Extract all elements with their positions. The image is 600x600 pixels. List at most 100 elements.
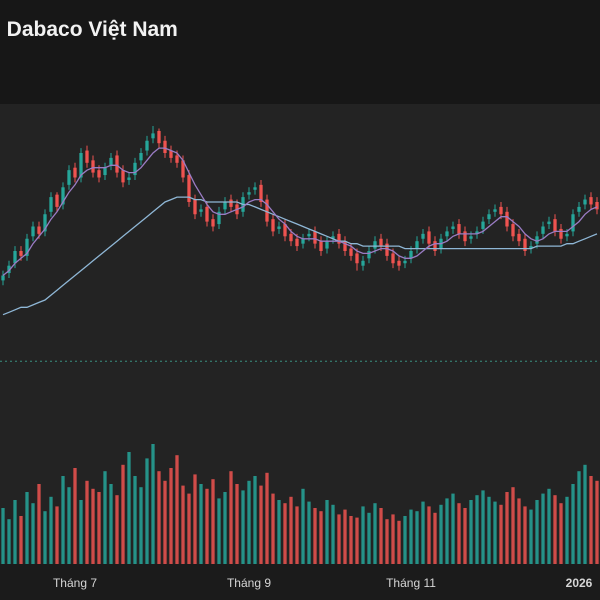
volume-bar xyxy=(385,519,389,564)
volume-bar xyxy=(355,517,359,564)
x-tick-label: Tháng 7 xyxy=(52,576,98,590)
volume-bar xyxy=(169,468,173,564)
candle-body xyxy=(97,170,101,178)
candle-body xyxy=(91,160,95,173)
candle-body xyxy=(43,214,47,232)
candle-body xyxy=(367,251,371,259)
candle-body xyxy=(313,231,317,244)
volume-bar xyxy=(73,468,77,564)
candle-body xyxy=(271,219,275,232)
candle-body xyxy=(25,238,29,256)
candle-body xyxy=(193,199,197,215)
candle-body xyxy=(211,219,215,227)
x-axis: Tháng 7 Tháng 9 Tháng 11 2026 xyxy=(0,564,600,600)
volume-bar xyxy=(547,488,551,564)
volume-bar xyxy=(517,498,521,564)
candle-body xyxy=(157,130,161,144)
volume-bar xyxy=(193,474,197,564)
candle-body xyxy=(133,162,137,176)
volume-bar xyxy=(487,496,491,564)
volume-bar xyxy=(337,514,341,564)
candle-body xyxy=(343,241,347,251)
candle-body xyxy=(553,219,557,232)
candle-body xyxy=(319,241,323,251)
candle-body xyxy=(457,224,461,234)
candle-body xyxy=(283,224,287,237)
volume-bar xyxy=(211,479,215,564)
candle-body xyxy=(433,241,437,251)
volume-bar xyxy=(559,503,563,564)
volume-bar xyxy=(553,495,557,564)
candle-body xyxy=(169,150,173,158)
volume-bar xyxy=(37,484,41,564)
candle-body xyxy=(121,170,125,183)
candle-body xyxy=(415,241,419,249)
chart-header: n Dabaco Việt Nam xyxy=(0,0,600,104)
volume-bar xyxy=(493,501,497,564)
candle-body xyxy=(151,133,155,139)
volume-bar xyxy=(175,455,179,564)
candle-body xyxy=(109,157,113,166)
volume-bar xyxy=(235,484,239,564)
candle-body xyxy=(181,160,185,178)
candle-body xyxy=(55,194,59,207)
candle-body xyxy=(475,231,479,234)
volume-bar xyxy=(187,493,191,564)
volume-bar xyxy=(349,516,353,564)
volume-bar xyxy=(343,509,347,564)
candle-body xyxy=(487,214,491,220)
volume-bar xyxy=(313,508,317,564)
volume-bar xyxy=(421,501,425,564)
candle-body xyxy=(391,253,395,264)
volume-bar xyxy=(469,500,473,564)
volume-bar xyxy=(265,472,269,564)
candle-body xyxy=(175,155,179,163)
volume-bar xyxy=(409,509,413,564)
chart-plot-area[interactable] xyxy=(0,104,600,564)
candle-body xyxy=(73,167,77,178)
candle-body xyxy=(571,214,575,232)
candle-body xyxy=(517,233,521,242)
volume-bar xyxy=(505,492,509,564)
candle-body xyxy=(199,209,203,212)
volume-bar xyxy=(1,508,5,564)
candle-body xyxy=(589,197,593,205)
candle-body xyxy=(85,150,89,163)
volume-bar xyxy=(97,492,101,564)
volume-bar xyxy=(121,464,125,564)
candle-body xyxy=(289,233,293,242)
volume-bar xyxy=(205,488,209,564)
candle-body xyxy=(61,187,65,205)
ma-short-line xyxy=(2,147,598,277)
candlestick-chart[interactable] xyxy=(0,104,600,564)
candle-body xyxy=(253,187,257,190)
volume-bar xyxy=(145,458,149,564)
volume-bar xyxy=(361,506,365,564)
candle-body xyxy=(493,209,497,212)
candle-body xyxy=(49,197,53,212)
candle-body xyxy=(103,167,107,176)
candle-body xyxy=(481,221,485,229)
candle-body xyxy=(277,226,281,229)
candle-body xyxy=(301,238,305,244)
candle-body xyxy=(115,155,119,173)
candle-body xyxy=(217,211,221,225)
volume-bar xyxy=(529,509,533,564)
candle-body xyxy=(445,231,449,237)
candle-body xyxy=(523,238,527,251)
candle-body xyxy=(559,228,563,239)
candle-body xyxy=(373,241,377,249)
candle-body xyxy=(541,226,545,234)
candle-body xyxy=(385,243,389,256)
volume-bar xyxy=(85,480,89,564)
candle-body xyxy=(19,251,23,256)
volume-bar xyxy=(325,500,329,564)
candle-body xyxy=(421,233,425,239)
volume-bar xyxy=(379,508,383,564)
candle-body xyxy=(265,199,269,222)
volume-bar xyxy=(523,506,527,564)
volume-bar xyxy=(565,496,569,564)
volume-bar xyxy=(373,503,377,564)
volume-bar xyxy=(499,504,503,564)
candle-body xyxy=(187,175,191,202)
